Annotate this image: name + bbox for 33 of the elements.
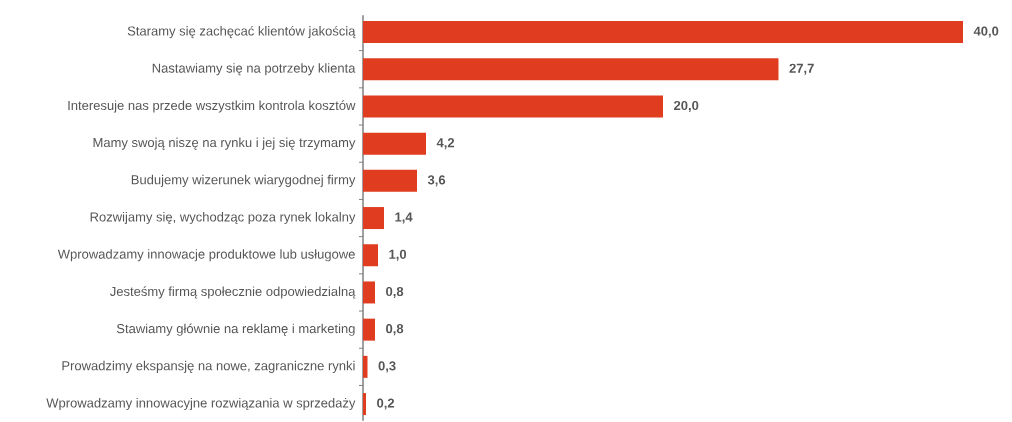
- bar: [363, 393, 366, 416]
- data-label: 27,7: [789, 63, 814, 75]
- bar: [363, 281, 376, 304]
- data-label: 40,0: [973, 26, 999, 38]
- y-tick-label: Prowadzimy ekspansję na nowe, zagraniczne rynki: [62, 360, 355, 373]
- bar: [363, 21, 963, 44]
- data-label: 4,2: [436, 138, 455, 150]
- data-label: 20,0: [673, 100, 699, 112]
- y-tick-label: Interesuje nas przede wszystkim kontrola kosztów: [68, 100, 356, 113]
- data-label: 0,8: [386, 324, 404, 336]
- y-tick-label: Stawiamy głównie na reklamę i marketing: [116, 323, 355, 336]
- y-tick-label: Wprowadzamy innowacyjne rozwiązania w sprzedaży: [46, 397, 356, 411]
- bar: [363, 244, 379, 267]
- data-label: 1,0: [389, 249, 407, 261]
- data-label: 0,8: [386, 286, 404, 298]
- data-label: 3,6: [427, 175, 446, 187]
- y-tick-label: Jesteśmy firmą społecznie odpowiedzialną: [110, 286, 356, 299]
- data-label: 0,2: [377, 398, 395, 410]
- bar: [363, 169, 418, 192]
- data-label: 0,3: [378, 361, 396, 373]
- bar: [363, 207, 384, 230]
- y-tick-label: Nastawiamy się na potrzeby klienta: [152, 63, 356, 76]
- bar: [363, 58, 779, 81]
- data-label: 1,4: [395, 212, 413, 224]
- bar: [363, 355, 368, 378]
- bar: [363, 95, 663, 118]
- y-tick-label: Mamy swoją niszę na rynku i jej się trzymamy: [93, 137, 356, 150]
- bar: [363, 132, 426, 155]
- y-tick-label: Wprowadzamy innowacje produktowe lub usługowe: [57, 249, 355, 262]
- bar: [363, 318, 376, 341]
- y-tick-label: Budujemy wizerunek wiarygodnej firmy: [131, 174, 356, 187]
- y-tick-label: Rozwijamy się, wychodząc poza rynek lokalny: [90, 211, 356, 225]
- y-tick-label: Staramy się zachęcać klientów jakością: [127, 25, 356, 39]
